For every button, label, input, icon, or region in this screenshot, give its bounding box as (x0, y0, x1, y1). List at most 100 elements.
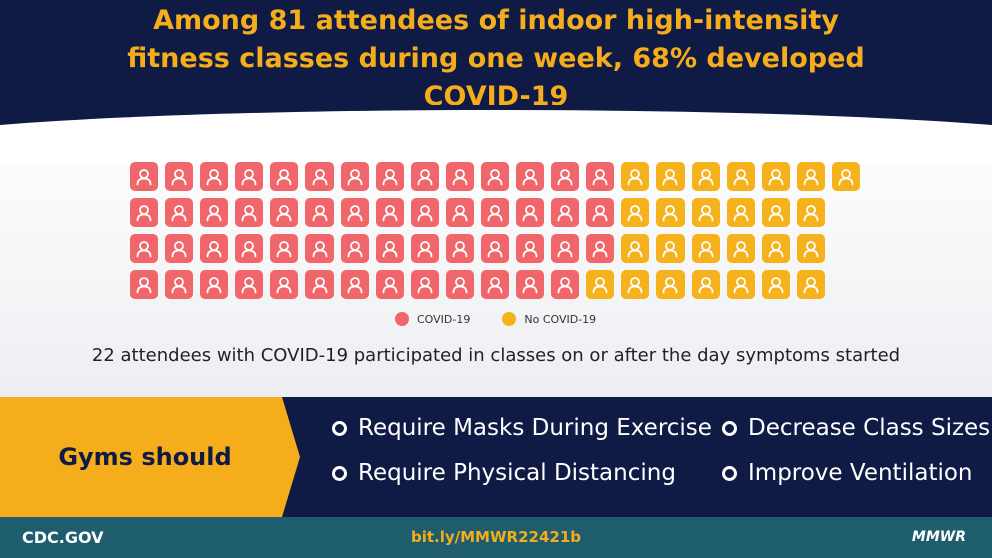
attendee-no-covid-person-icon (621, 198, 650, 227)
legend-item-covid: COVID-19 (395, 312, 470, 326)
recommendation-text: Require Physical Distancing (358, 460, 676, 486)
attendee-no-covid-person-icon (586, 270, 615, 299)
attendee-covid-person-icon (305, 234, 334, 263)
attendee-no-covid-person-icon (691, 270, 720, 299)
pictogram-row (130, 198, 860, 227)
attendee-no-covid-person-icon (621, 270, 650, 299)
attendee-covid-person-icon (551, 162, 580, 191)
attendee-covid-person-icon (516, 270, 545, 299)
attendee-covid-person-icon (340, 162, 369, 191)
footer-site-link[interactable]: CDC.GOV (22, 528, 104, 547)
attendee-no-covid-person-icon (656, 162, 685, 191)
attendee-covid-person-icon (375, 234, 404, 263)
attendee-covid-person-icon (200, 198, 229, 227)
attendee-covid-person-icon (305, 270, 334, 299)
bullet-icon (722, 420, 737, 436)
recommendation-item: Require Physical Distancing (332, 460, 676, 486)
recommendations-label: Gyms should (58, 443, 232, 471)
attendee-covid-person-icon (586, 162, 615, 191)
attendee-covid-person-icon (305, 162, 334, 191)
attendee-covid-person-icon (410, 234, 439, 263)
attendee-covid-person-icon (516, 162, 545, 191)
recommendation-item: Require Masks During Exercise (332, 415, 712, 441)
attendee-covid-person-icon (375, 162, 404, 191)
recommendations-label-tab: Gyms should (0, 397, 300, 517)
attendee-no-covid-person-icon (691, 234, 720, 263)
bullet-icon (332, 420, 347, 436)
attendee-no-covid-person-icon (621, 162, 650, 191)
pictogram-row (130, 162, 860, 191)
pictogram-row (130, 234, 860, 263)
attendee-covid-person-icon (200, 162, 229, 191)
attendee-no-covid-person-icon (621, 234, 650, 263)
legend-dot-no-covid (502, 312, 517, 326)
attendee-no-covid-person-icon (831, 162, 860, 191)
attendee-covid-person-icon (235, 162, 264, 191)
attendee-covid-person-icon (130, 198, 159, 227)
attendee-covid-person-icon (305, 198, 334, 227)
attendee-no-covid-person-icon (796, 162, 825, 191)
recommendation-item: Improve Ventilation (722, 460, 973, 486)
bullet-icon (722, 465, 737, 481)
footer-report-link[interactable]: bit.ly/MMWR22421b (410, 528, 582, 546)
attendee-no-covid-person-icon (761, 234, 790, 263)
attendee-covid-person-icon (445, 162, 474, 191)
attendee-no-covid-person-icon (726, 234, 755, 263)
attendee-no-covid-person-icon (726, 162, 755, 191)
attendee-covid-person-icon (445, 198, 474, 227)
legend-item-no-covid: No COVID-19 (502, 312, 596, 326)
attendee-covid-person-icon (200, 234, 229, 263)
recommendation-text: Require Masks During Exercise (358, 415, 712, 441)
attendee-no-covid-person-icon (726, 198, 755, 227)
header-banner: Among 81 attendees of indoor high-intens… (0, 0, 992, 125)
attendee-no-covid-person-icon (691, 198, 720, 227)
attendee-no-covid-person-icon (656, 198, 685, 227)
attendee-no-covid-person-icon (761, 198, 790, 227)
attendee-covid-person-icon (516, 234, 545, 263)
attendee-covid-person-icon (586, 234, 615, 263)
page-title: Among 81 attendees of indoor high-intens… (127, 4, 865, 112)
attendee-covid-person-icon (516, 198, 545, 227)
header-wave-divider (0, 105, 992, 165)
attendee-covid-person-icon (551, 234, 580, 263)
legend-dot-covid (395, 312, 409, 326)
attendee-covid-person-icon (586, 198, 615, 227)
attendee-covid-person-icon (165, 234, 194, 263)
attendee-covid-person-icon (480, 234, 510, 263)
attendee-covid-person-icon (235, 234, 264, 263)
attendee-no-covid-person-icon (656, 234, 685, 263)
attendee-covid-person-icon (200, 270, 229, 299)
attendee-covid-person-icon (235, 270, 264, 299)
attendee-no-covid-person-icon (761, 162, 790, 191)
symptom-note: 22 attendees with COVID-19 participated … (91, 345, 901, 366)
attendee-covid-person-icon (445, 234, 474, 263)
attendee-no-covid-person-icon (691, 162, 720, 191)
attendee-covid-person-icon (480, 270, 510, 299)
attendee-no-covid-person-icon (796, 234, 825, 263)
legend-label-no-covid: No COVID-19 (524, 312, 597, 326)
attendee-covid-person-icon (480, 198, 510, 227)
attendee-covid-person-icon (235, 198, 264, 227)
attendee-no-covid-person-icon (796, 270, 825, 299)
attendee-covid-person-icon (375, 270, 404, 299)
attendee-pictogram (130, 162, 860, 306)
attendee-covid-person-icon (340, 198, 369, 227)
attendee-covid-person-icon (551, 270, 580, 299)
attendee-covid-person-icon (410, 162, 439, 191)
attendee-no-covid-person-icon (796, 198, 825, 227)
attendee-covid-person-icon (551, 198, 580, 227)
attendee-covid-person-icon (270, 270, 299, 299)
attendee-covid-person-icon (270, 198, 299, 227)
attendee-covid-person-icon (130, 162, 159, 191)
attendee-covid-person-icon (375, 198, 404, 227)
attendee-no-covid-person-icon (726, 270, 755, 299)
attendee-covid-person-icon (130, 270, 159, 299)
attendee-covid-person-icon (165, 162, 194, 191)
recommendation-text: Improve Ventilation (748, 460, 973, 486)
attendee-covid-person-icon (340, 270, 369, 299)
footer-bar: CDC.GOV bit.ly/MMWR22421b MMWR (0, 517, 992, 558)
attendee-no-covid-person-icon (761, 270, 790, 299)
attendee-covid-person-icon (340, 234, 369, 263)
bullet-icon (332, 465, 347, 481)
legend-label-covid: COVID-19 (417, 312, 471, 326)
